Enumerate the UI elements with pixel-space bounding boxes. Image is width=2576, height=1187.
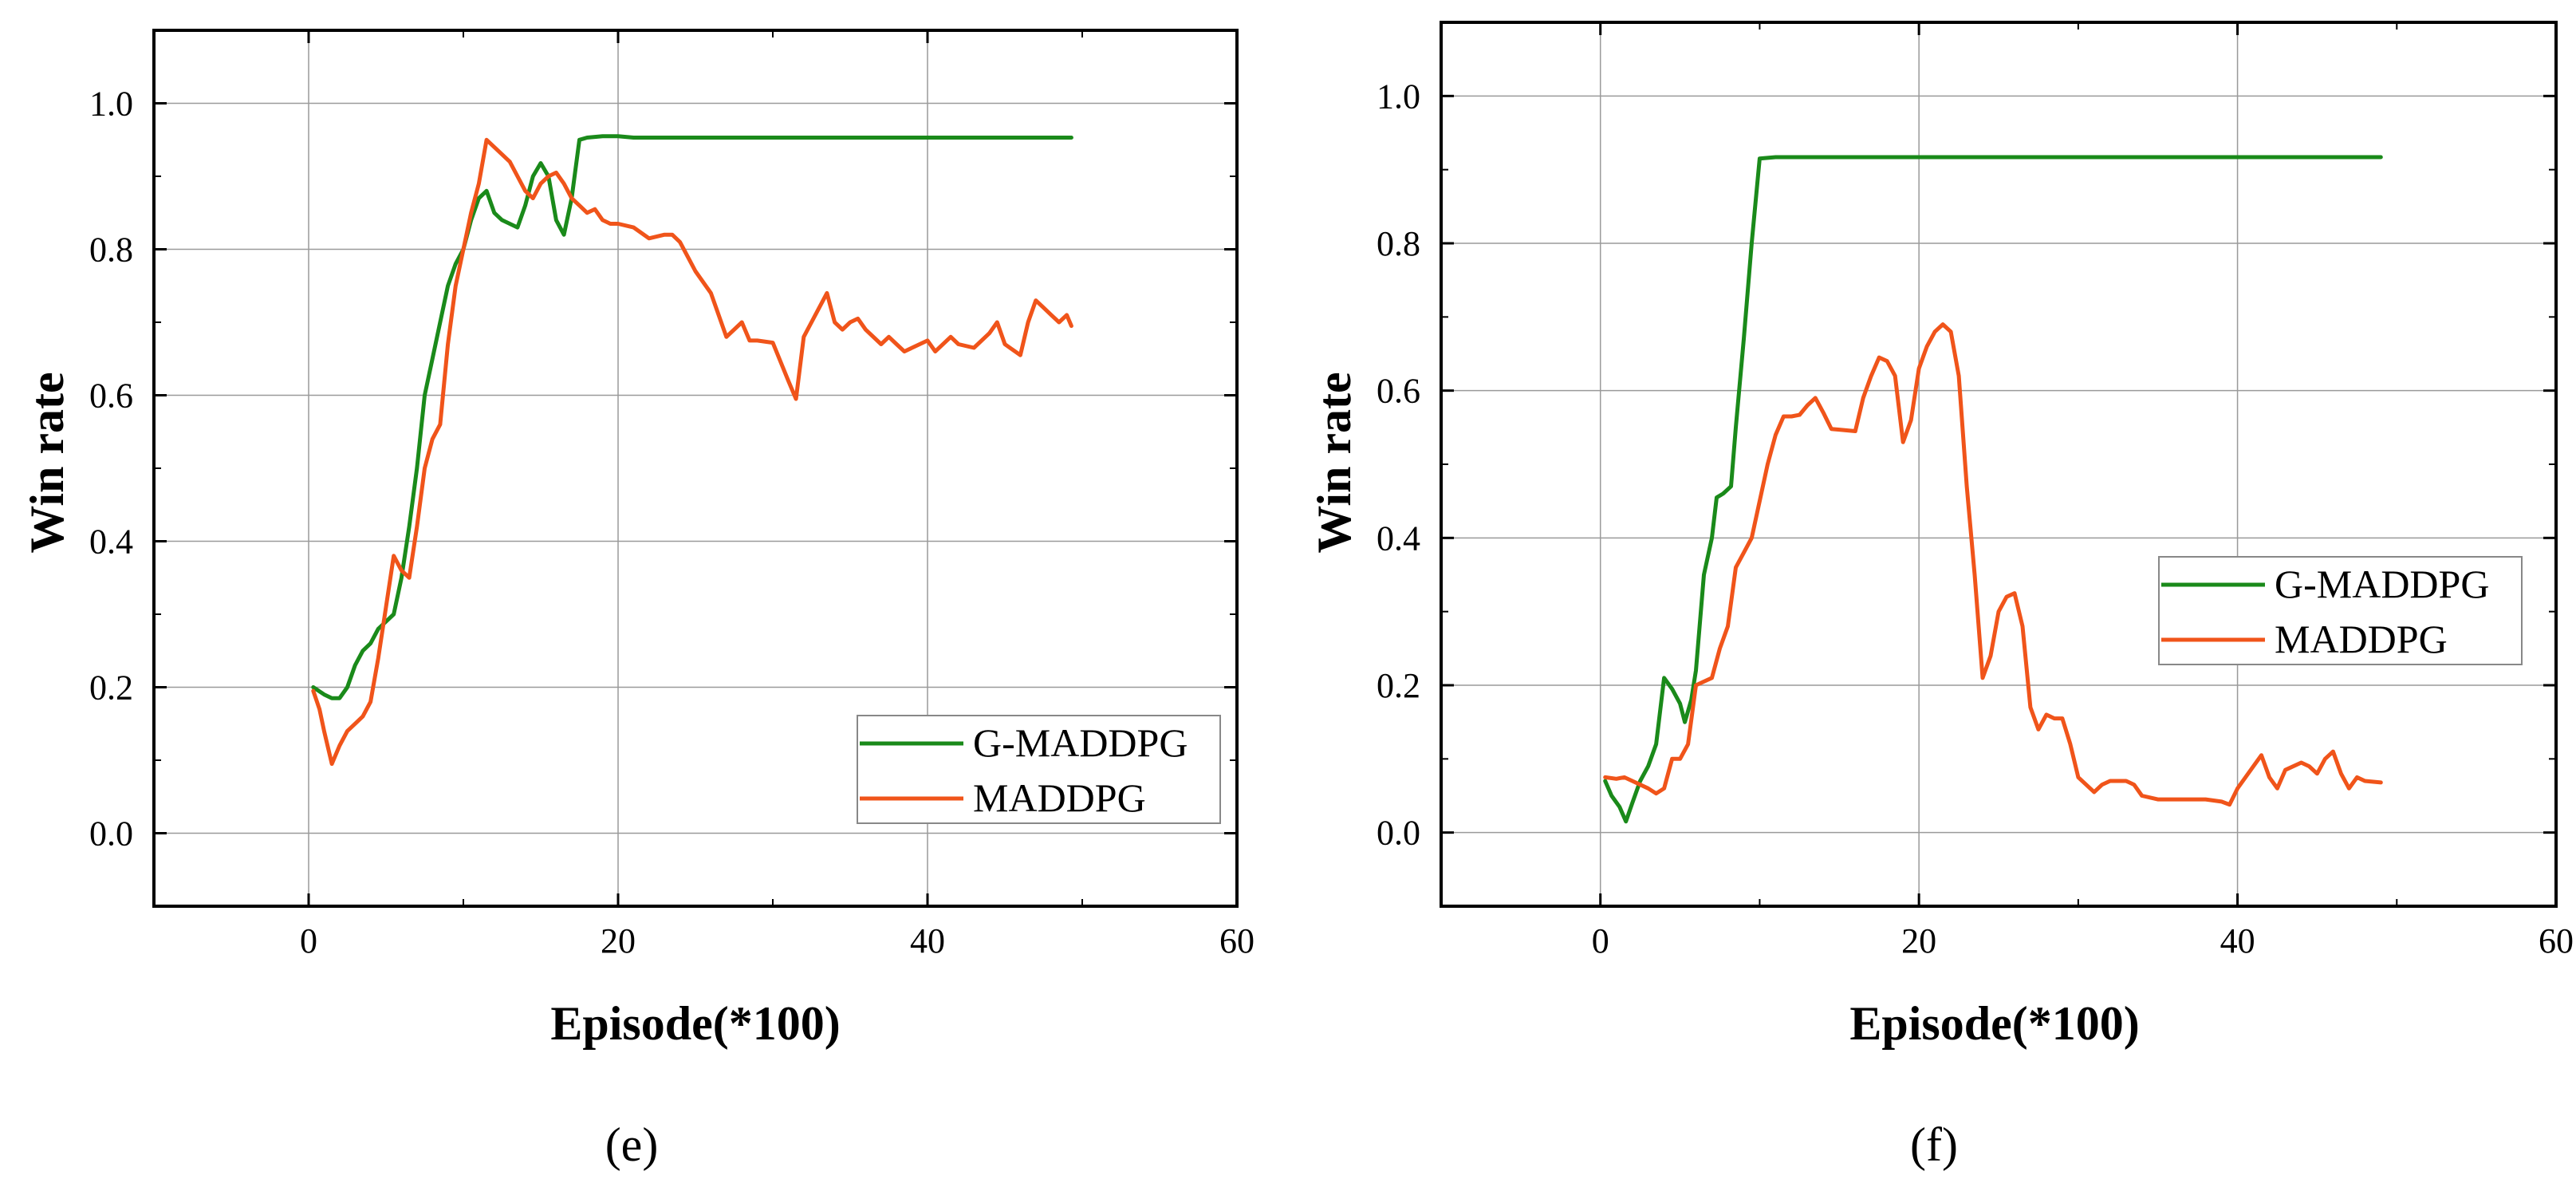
panel-label-f: (f) <box>1910 1118 1958 1171</box>
chart-panel-f: 0 20 40 60 0.0 0.2 0.4 0.6 0.8 1.0 G-MADDPG MADDP… <box>1308 21 2574 1171</box>
series-lines <box>1603 155 2383 824</box>
y-tick-label: 0.6 <box>89 377 133 416</box>
x-axis-title: Episode(*100) <box>1849 997 2139 1050</box>
legend: G-MADDPG MADDPG <box>2158 556 2523 665</box>
series-line-maddpg <box>311 137 1073 767</box>
x-tick-label: 0 <box>1592 921 1609 960</box>
legend-label-g-maddpg: G-MADDPG <box>2275 562 2489 606</box>
legend-label-maddpg: MADDPG <box>2275 617 2448 661</box>
series-lines <box>311 134 1073 767</box>
series-line-maddpg <box>1603 322 2383 807</box>
x-tick-label: 60 <box>1219 921 1255 960</box>
grid-lines <box>1441 22 2556 906</box>
x-tick-label: 20 <box>601 921 636 960</box>
legend-box <box>2158 556 2523 665</box>
y-tick-label: 1.0 <box>89 85 133 124</box>
y-tick-label: 0.2 <box>1377 666 1420 705</box>
y-tick-label: 0.6 <box>1377 372 1420 411</box>
y-tick-label: 0.8 <box>89 231 133 270</box>
legend-box <box>857 715 1221 824</box>
x-tick-label: 0 <box>300 921 317 960</box>
series-line-g-maddpg <box>311 134 1073 700</box>
axis-ticks <box>1440 22 2558 907</box>
legend-label-maddpg: MADDPG <box>973 775 1146 820</box>
y-axis-title: Win rate <box>21 372 73 553</box>
x-tick-label: 40 <box>910 921 945 960</box>
y-tick-label: 0.2 <box>89 668 133 708</box>
x-tick-label: 60 <box>2539 921 2574 960</box>
y-tick-label: 0.8 <box>1377 224 1420 263</box>
y-axis-title: Win rate <box>1308 372 1361 553</box>
y-tick-label: 0.4 <box>89 523 133 562</box>
plot-background <box>1441 22 2556 906</box>
legend: G-MADDPG MADDPG <box>857 715 1221 824</box>
y-tick-label: 0.4 <box>1377 519 1420 558</box>
axis-tick-labels: 0 20 40 60 0.0 0.2 0.4 0.6 0.8 1.0 <box>1377 77 2574 960</box>
y-tick-label: 0.0 <box>1377 814 1420 853</box>
x-tick-label: 40 <box>2220 921 2255 960</box>
y-tick-label: 0.0 <box>89 814 133 854</box>
chart-panel-e: 0 20 40 60 0.0 0.2 0.4 0.6 0.8 1.0 G-MADDPG MADDP… <box>21 29 1255 1171</box>
axis-tick-labels: 0 20 40 60 0.0 0.2 0.4 0.6 0.8 1.0 <box>89 85 1255 961</box>
grid-lines <box>154 30 1237 906</box>
series-line-g-maddpg <box>1603 155 2383 824</box>
legend-label-g-maddpg: G-MADDPG <box>973 720 1188 765</box>
axis-ticks <box>153 30 1239 907</box>
panel-label-e: (e) <box>605 1118 659 1171</box>
x-axis-title: Episode(*100) <box>550 997 840 1050</box>
x-tick-label: 20 <box>1901 921 1936 960</box>
y-tick-label: 1.0 <box>1377 77 1420 116</box>
